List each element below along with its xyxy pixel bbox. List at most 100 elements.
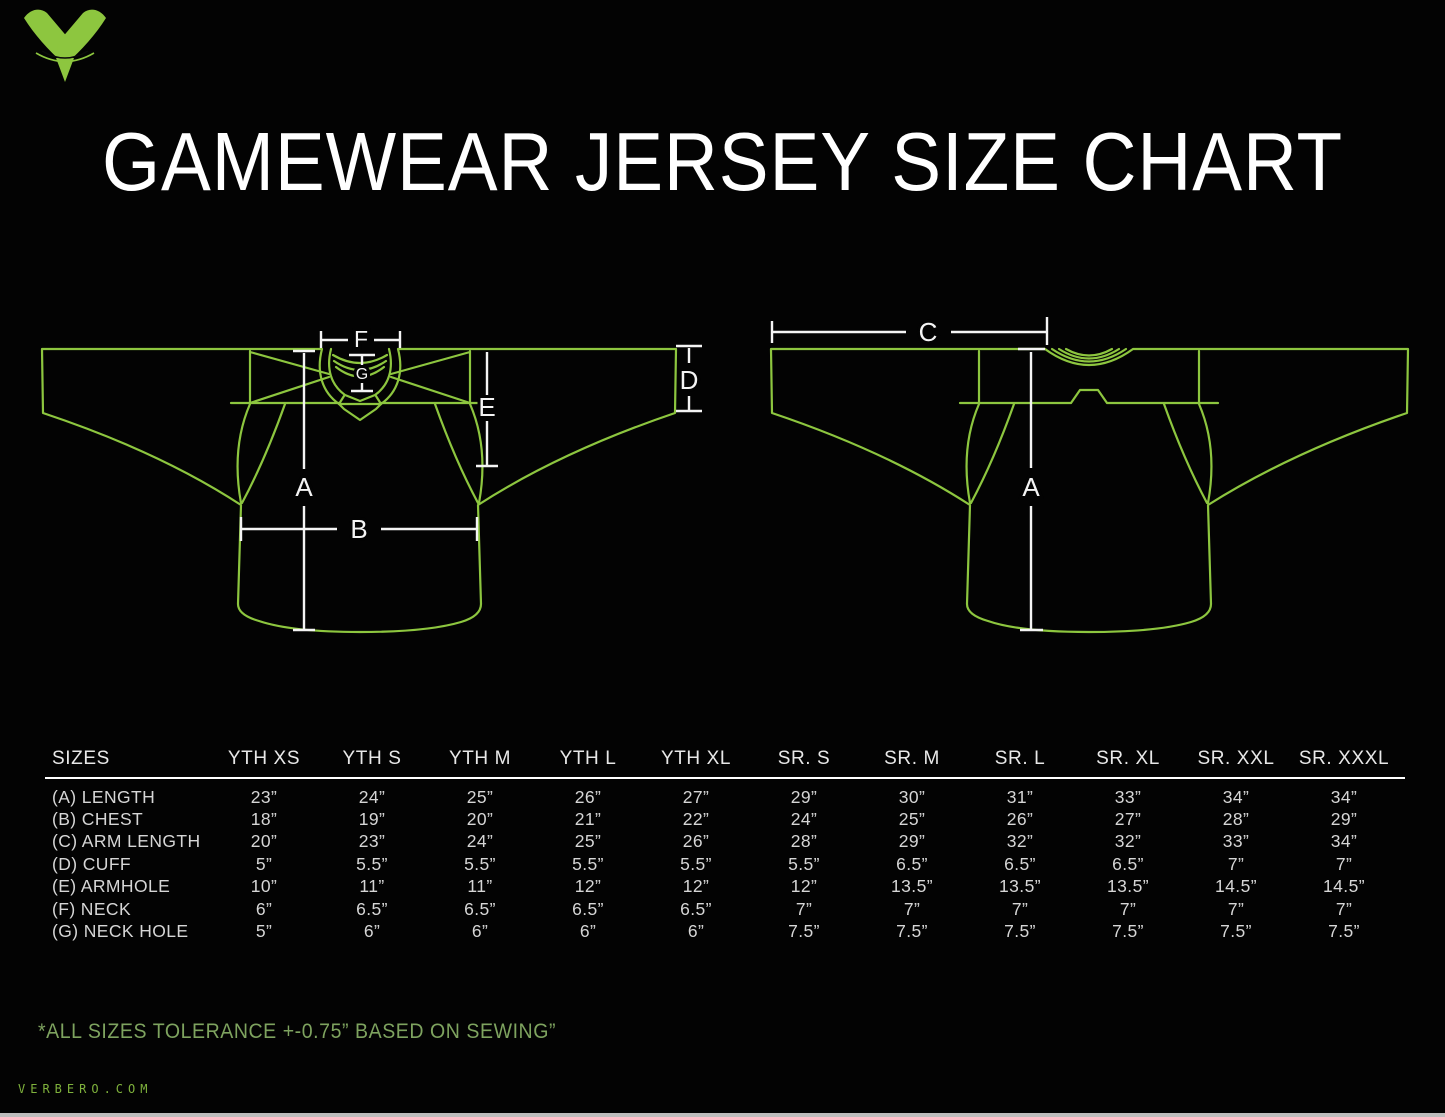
tolerance-note: *ALL SIZES TOLERANCE +-0.75” BASED ON SE… xyxy=(38,1020,557,1043)
size-value: 28” xyxy=(1222,809,1250,830)
front-collar-lace-arcs xyxy=(331,353,389,378)
size-value: 6” xyxy=(579,921,597,942)
measure-d-label: D xyxy=(680,365,699,395)
size-value: 29” xyxy=(790,786,818,807)
size-value: 6.5” xyxy=(464,898,496,919)
back-jersey-outline xyxy=(769,347,1410,634)
size-table: SIZES YTH XS YTH S YTH M YTH L YTH XL SR. S SR.… xyxy=(45,727,1405,943)
column-header-sr-xxl: SR. XXL xyxy=(1197,748,1275,769)
table-header-row: SIZES YTH XS YTH S YTH M YTH L YTH XL SR. S SR.… xyxy=(45,727,1405,779)
front-collar-inner xyxy=(328,347,392,403)
measure-d-line xyxy=(676,344,702,413)
measure-a-front-label: A xyxy=(295,472,313,502)
size-value: 24” xyxy=(466,831,494,852)
measure-a-back-line xyxy=(1018,347,1045,632)
verbero-logo-mark xyxy=(24,9,106,82)
column-header-yth-xl: YTH XL xyxy=(660,748,732,769)
logo-seam-arc xyxy=(41,50,89,59)
size-value: 14.5” xyxy=(1215,876,1257,897)
front-jersey-diagram: F G A B E D xyxy=(40,323,702,634)
row-label: (A) LENGTH xyxy=(52,786,156,807)
size-value: 26” xyxy=(574,786,602,807)
back-armhole-seams xyxy=(965,402,1213,505)
size-value: 12” xyxy=(682,876,710,897)
size-value: 25” xyxy=(898,809,926,830)
column-header-yth-l: YTH L xyxy=(559,748,617,769)
size-value: 6” xyxy=(471,921,489,942)
size-value: 5.5” xyxy=(680,853,712,874)
column-header-yth-m: YTH M xyxy=(448,748,512,769)
verbero-logo xyxy=(24,9,106,82)
size-value: 27” xyxy=(1114,809,1142,830)
column-header-sr-xxxl: SR. XXXL xyxy=(1298,748,1390,769)
page-title: GAMEWEAR JERSEY SIZE CHART xyxy=(102,115,1343,208)
row-label: (C) ARM LENGTH xyxy=(52,831,201,852)
size-value: 24” xyxy=(790,809,818,830)
measure-a-back-label: A xyxy=(1022,472,1040,502)
size-value: 7.5” xyxy=(1112,921,1144,942)
size-value: 21” xyxy=(574,809,602,830)
size-value: 7.5” xyxy=(788,921,820,942)
size-value: 25” xyxy=(574,831,602,852)
measure-b-label: B xyxy=(350,514,367,544)
size-value: 11” xyxy=(467,876,493,897)
size-value: 12” xyxy=(790,876,818,897)
column-header-sizes: SIZES xyxy=(52,748,110,769)
measure-a-front-line xyxy=(293,349,315,632)
size-value: 7” xyxy=(1335,853,1353,874)
size-value: 34” xyxy=(1222,786,1250,807)
size-value: 11” xyxy=(359,876,385,897)
front-armhole-seams xyxy=(236,402,484,505)
size-value: 7” xyxy=(1011,898,1029,919)
size-value: 23” xyxy=(250,786,278,807)
column-header-sr-l: SR. L xyxy=(994,748,1046,769)
size-value: 7” xyxy=(1227,853,1245,874)
size-value: 6.5” xyxy=(1112,853,1144,874)
size-value: 25” xyxy=(466,786,494,807)
measure-g-label: G xyxy=(356,366,368,383)
table-row: (B) CHEST 18” 19” 20” 21” 22” 24” 25” 26” 27” 28” 2… xyxy=(45,808,1405,830)
measure-f-label: F xyxy=(354,326,368,352)
size-value: 5.5” xyxy=(788,853,820,874)
size-value: 7” xyxy=(1227,898,1245,919)
measure-e-line xyxy=(476,352,498,468)
size-value: 6.5” xyxy=(680,898,712,919)
size-value: 7.5” xyxy=(1004,921,1036,942)
column-header-sr-xl: SR. XL xyxy=(1096,748,1160,769)
table-row: (C) ARM LENGTH 20” 23” 24” 25” 26” 28” 29” 32” 32… xyxy=(45,831,1405,853)
logo-right-wing xyxy=(57,9,106,64)
column-header-yth-s: YTH S xyxy=(342,748,402,769)
size-value: 30” xyxy=(898,786,926,807)
size-value: 6.5” xyxy=(356,898,388,919)
measure-f-line xyxy=(319,331,402,348)
measure-c-label: C xyxy=(919,317,938,347)
size-value: 20” xyxy=(250,831,278,852)
size-value: 7.5” xyxy=(1220,921,1252,942)
size-value: 18” xyxy=(250,809,278,830)
back-shoulder-seams xyxy=(977,349,1201,405)
size-value: 10” xyxy=(250,876,278,897)
size-value: 32” xyxy=(1114,831,1142,852)
size-value: 22” xyxy=(682,809,710,830)
back-yoke-seam xyxy=(958,388,1220,405)
size-value: 6” xyxy=(255,898,273,919)
size-value: 6.5” xyxy=(896,853,928,874)
size-value: 26” xyxy=(1006,809,1034,830)
front-shoulder-seams xyxy=(248,349,472,405)
size-value: 5.5” xyxy=(572,853,604,874)
size-value: 7” xyxy=(795,898,813,919)
size-value: 5” xyxy=(255,853,273,874)
size-value: 6” xyxy=(363,921,381,942)
size-value: 33” xyxy=(1114,786,1142,807)
size-value: 23” xyxy=(358,831,386,852)
website-url: VERBERO.COM xyxy=(18,1082,153,1096)
row-label: (G) NECK HOLE xyxy=(52,921,189,942)
table-row: (F) NECK 6” 6.5” 6.5” 6.5” 6.5” 7” 7” 7” 7” 7” 7” xyxy=(45,898,1405,920)
size-value: 6.5” xyxy=(572,898,604,919)
size-value: 27” xyxy=(682,786,710,807)
size-value: 19” xyxy=(358,809,386,830)
size-value: 28” xyxy=(790,831,818,852)
size-value: 24” xyxy=(358,786,386,807)
size-value: 34” xyxy=(1330,786,1358,807)
